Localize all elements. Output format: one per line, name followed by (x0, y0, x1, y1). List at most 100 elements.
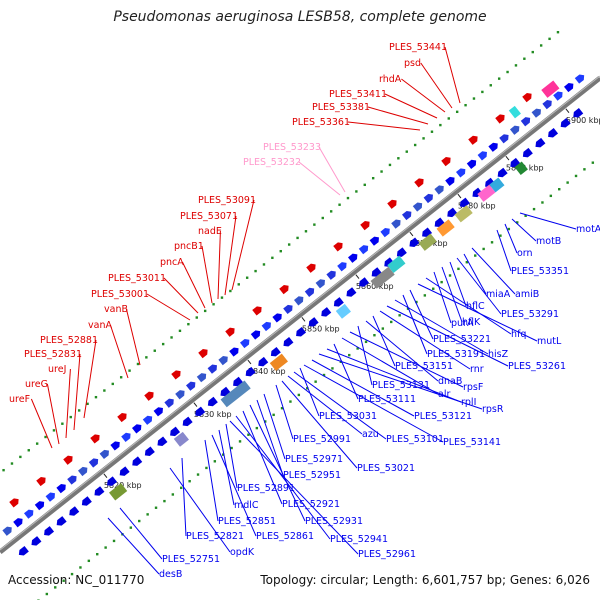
reverse-strand-arrow (9, 498, 19, 508)
track-dot-inner (54, 586, 57, 589)
forward-gene-arrow (23, 509, 34, 519)
gene-label-bottom: PLES_53291 (501, 309, 559, 320)
gene-label-top: rhdA (379, 74, 402, 85)
track-dot-outer (371, 176, 375, 180)
track-dot-inner (499, 234, 502, 237)
label-leader-line (249, 404, 306, 522)
gene-label-bottom: rpsR (482, 404, 504, 415)
gene-label-top: pncA (160, 257, 184, 268)
label-leader-line (341, 337, 439, 395)
reverse-gene-arrow (245, 366, 256, 377)
label-leader-line (384, 93, 438, 119)
label-leader-line (46, 383, 60, 445)
reverse-gene-arrow (296, 327, 307, 337)
forward-gene-arrow (488, 142, 498, 152)
gene-block (335, 303, 351, 319)
gene-label-bottom: PLES_52951 (283, 470, 341, 481)
gene-label-bottom: PLES_53151 (395, 361, 453, 372)
gene-label-top: PLES_53411 (329, 89, 387, 100)
reverse-strand-arrow (252, 306, 262, 316)
forward-gene-arrow (239, 338, 250, 349)
gene-label-bottom: miaA (486, 289, 511, 300)
reverse-gene-arrow (560, 117, 571, 128)
label-leader-line (256, 399, 284, 476)
track-dot-inner (45, 592, 49, 596)
track-dot-outer (472, 97, 476, 100)
track-dot-outer (455, 110, 459, 114)
reverse-gene-arrow (270, 346, 281, 357)
track-dot-inner (574, 174, 578, 178)
track-dot-outer (86, 402, 89, 406)
label-leader-line (275, 384, 294, 440)
reverse-gene-arrow (535, 137, 546, 148)
track-dot-outer (422, 137, 425, 140)
label-leader-line (365, 320, 439, 382)
reverse-gene-arrow (119, 466, 130, 476)
label-leader-line (181, 457, 187, 537)
gene-label-bottom: PLES_52961 (358, 549, 416, 560)
forward-gene-arrow (164, 398, 174, 408)
track-dot-inner (331, 367, 334, 370)
track-dot-outer (464, 103, 467, 107)
reverse-gene-arrow (359, 277, 370, 287)
track-dot-inner (280, 407, 284, 410)
forward-gene-arrow (445, 176, 455, 187)
track-dot-outer (447, 117, 450, 120)
label-leader-line (417, 283, 538, 342)
axis-tick-mark (457, 193, 462, 199)
track-dot-outer (212, 303, 215, 306)
label-leader-line (349, 331, 464, 388)
gene-label-bottom: PLES_52971 (285, 454, 343, 465)
track-dot-inner (583, 168, 586, 171)
track-dot-outer (52, 429, 56, 432)
reverse-gene-arrow (56, 516, 67, 526)
label-leader-line (372, 315, 396, 367)
track-dot-inner (154, 506, 158, 509)
track-dot-inner (490, 241, 494, 244)
gene-label-bottom: PLES_53121 (414, 411, 472, 422)
track-dot-inner (255, 426, 259, 430)
gene-block (387, 255, 406, 273)
track-dot-outer (19, 455, 22, 459)
track-dot-outer (514, 64, 518, 67)
forward-gene-arrow (326, 270, 336, 280)
reverse-strand-arrow (495, 114, 505, 124)
label-leader-line (83, 339, 97, 419)
gene-label-top: PLES_52881 (40, 335, 98, 346)
track-dot-outer (548, 37, 551, 41)
gene-label-bottom: alr (438, 389, 450, 400)
track-dot-inner (104, 546, 107, 549)
track-dot-inner (448, 274, 452, 277)
axis-tick-mark (409, 231, 414, 237)
gene-block (220, 380, 251, 408)
label-leader-line (169, 467, 231, 553)
reverse-gene-arrow (333, 297, 344, 307)
gene-label-bottom: desB (159, 569, 182, 580)
forward-gene-arrow (34, 501, 45, 511)
gene-block (514, 161, 528, 176)
gene-label-top: psd (404, 58, 421, 69)
track-dot-inner (457, 267, 460, 271)
forward-gene-arrow (121, 432, 131, 442)
track-dot-outer (178, 329, 182, 333)
reverse-strand-arrow (117, 412, 127, 423)
gene-label-top: pncB1 (174, 241, 204, 252)
gene-block (508, 105, 521, 119)
label-leader-line (463, 253, 487, 295)
track-dot-outer (262, 263, 266, 266)
forward-gene-arrow (131, 424, 142, 434)
track-dot-inner (532, 207, 536, 211)
track-dot-inner (549, 194, 553, 198)
gene-block (489, 177, 505, 193)
track-dot-outer (103, 389, 106, 392)
track-dot-inner (289, 400, 292, 403)
label-leader-line (125, 308, 141, 366)
forward-gene-arrow (553, 91, 563, 101)
forward-gene-arrow (77, 466, 88, 477)
forward-gene-arrow (531, 108, 541, 118)
track-dot-outer (430, 130, 434, 133)
gene-label-bottom: PLES_53021 (357, 463, 415, 474)
forward-gene-arrow (261, 321, 271, 332)
label-leader-line (471, 247, 516, 295)
